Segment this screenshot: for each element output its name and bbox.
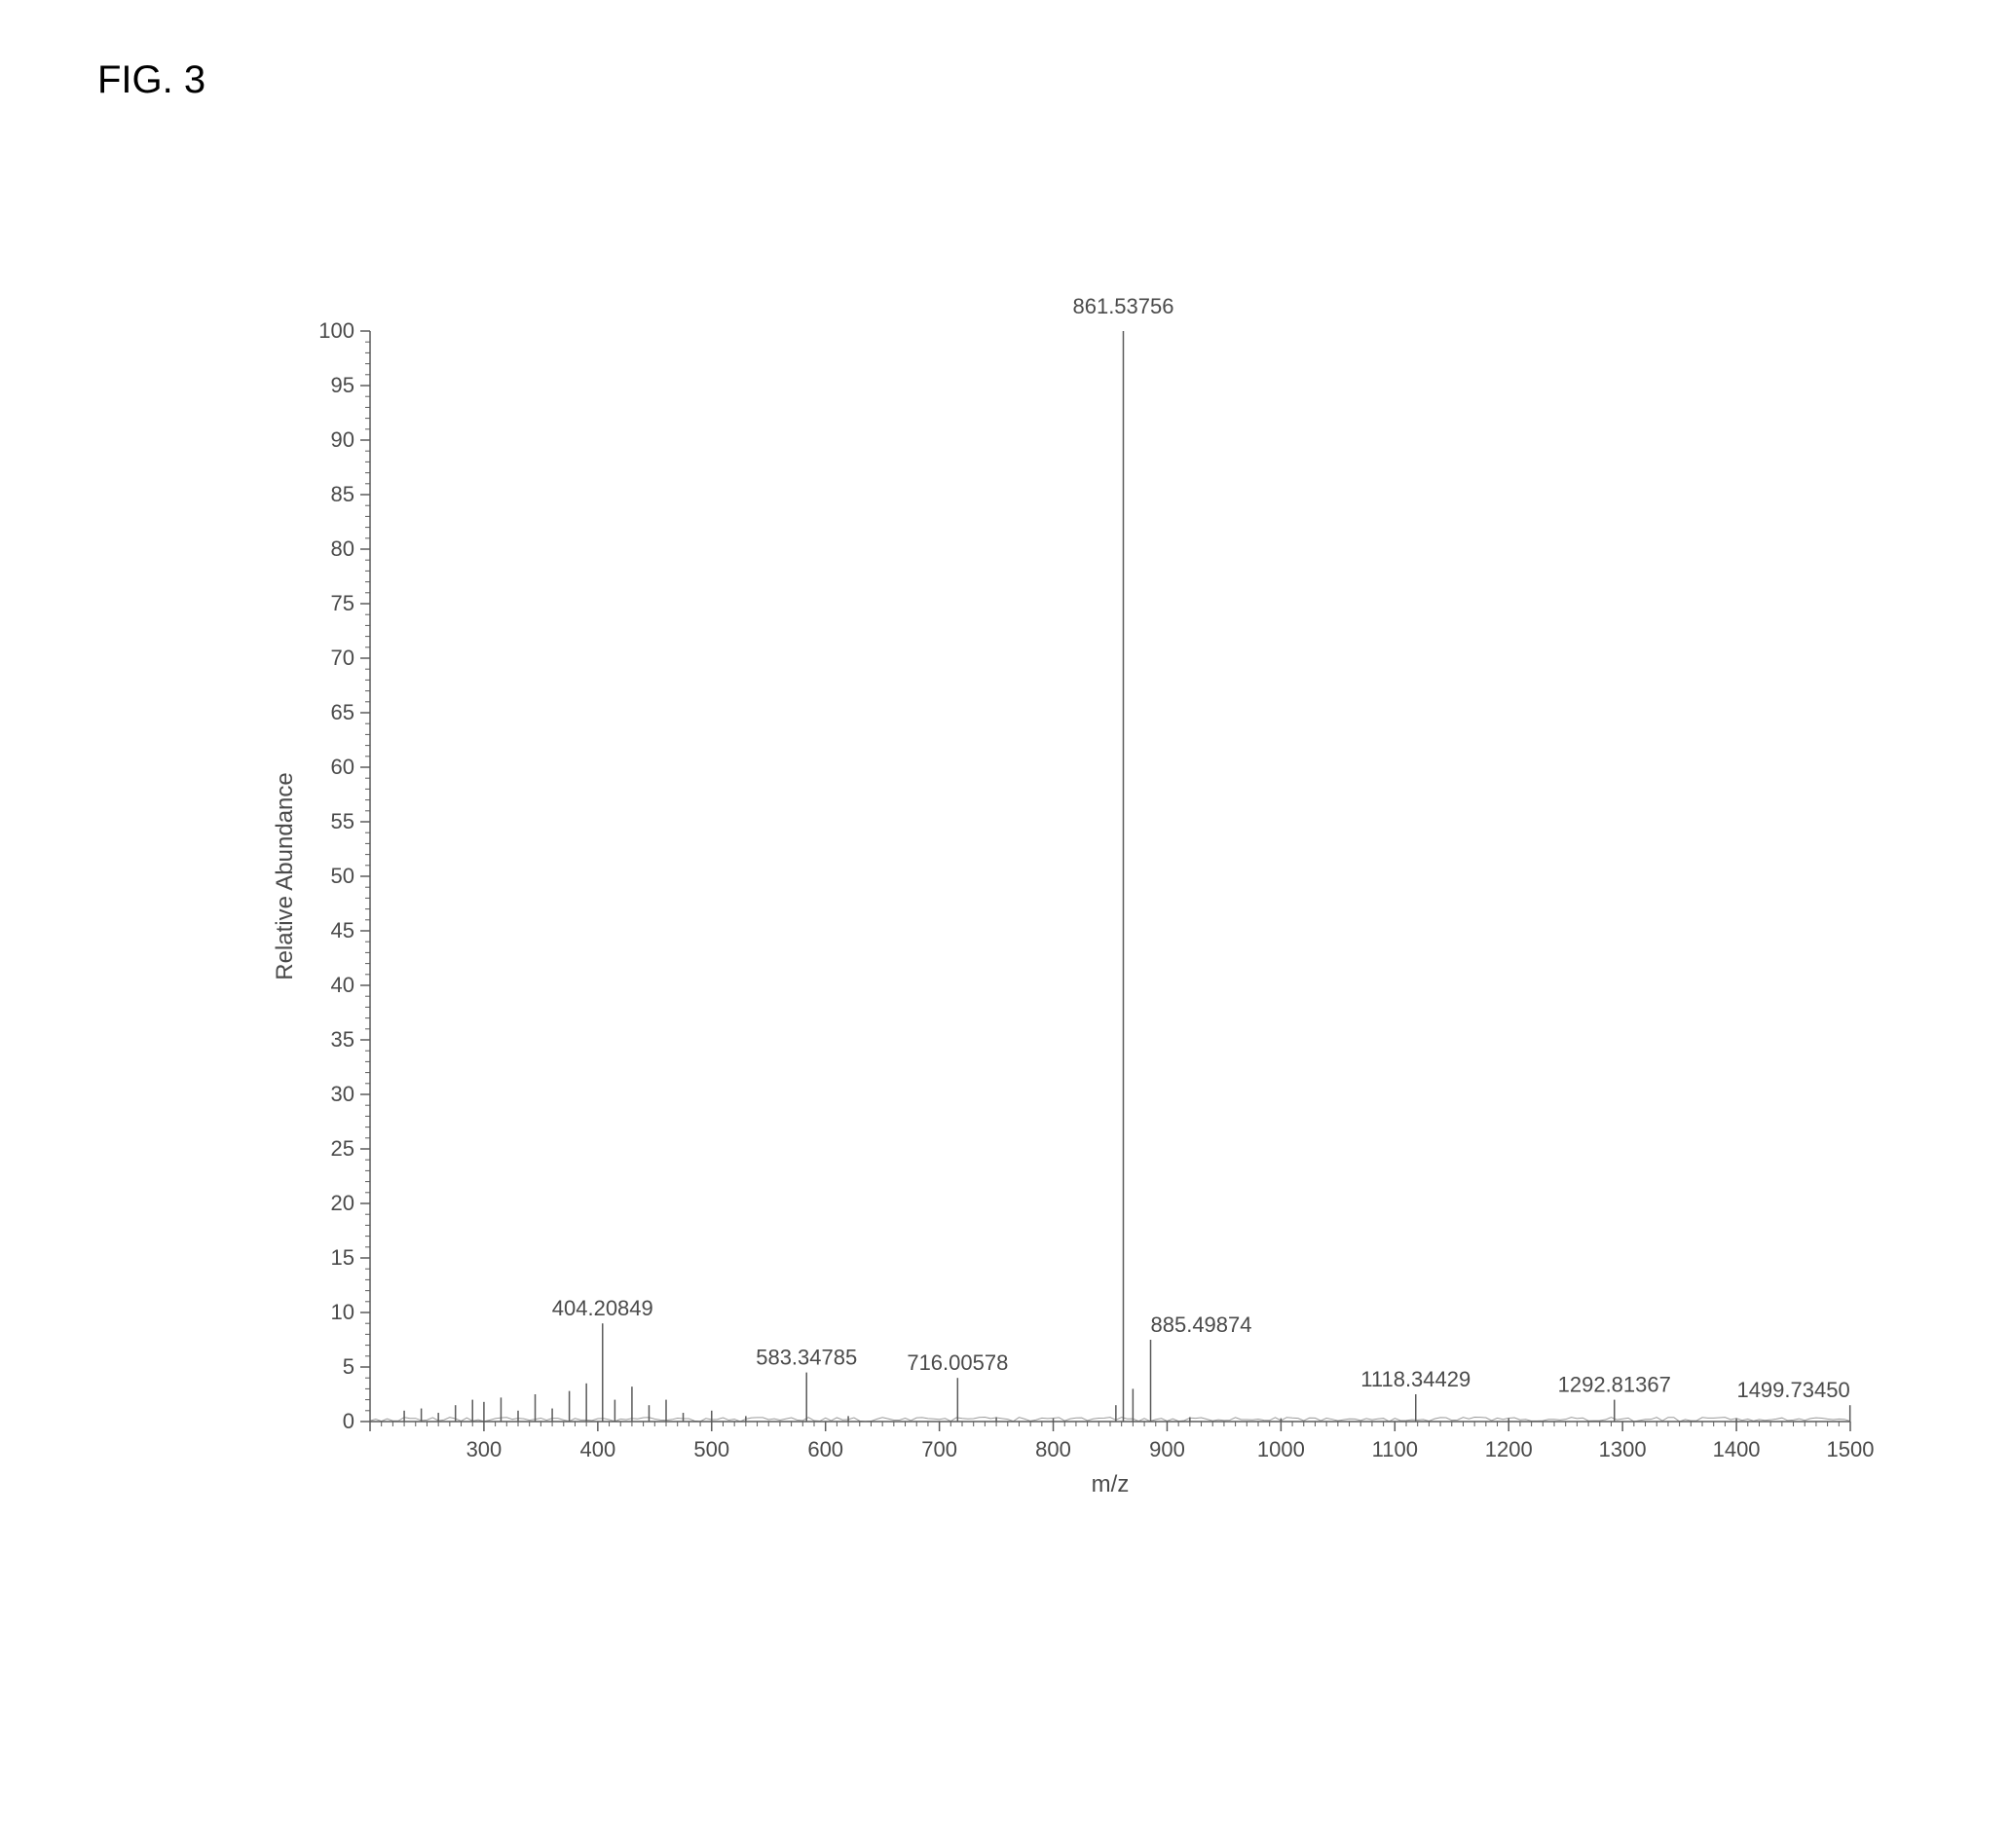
y-tick-label: 65 [331,700,354,724]
x-tick-label: 700 [921,1437,957,1461]
y-tick-label: 5 [343,1354,354,1379]
y-tick-label: 45 [331,918,354,942]
peak-label: 1292.81367 [1558,1373,1671,1397]
mass-spectrum-chart: 0 5 10 15 20 25 30 35 40 45 50 55 60 65 70 75 80 85 90 95 10… [253,273,1889,1538]
x-tick-label: 400 [579,1437,615,1461]
peak-label: 404.20849 [552,1296,653,1320]
x-tick-label: 1400 [1713,1437,1761,1461]
y-tick-label: 40 [331,973,354,997]
y-tick-label: 10 [331,1300,354,1324]
peak-label: 1499.73450 [1736,1378,1849,1402]
y-tick-label: 35 [331,1027,354,1052]
y-tick-label: 20 [331,1191,354,1215]
x-tick-label: 500 [693,1437,729,1461]
x-tick-label: 900 [1149,1437,1185,1461]
y-tick-label: 75 [331,591,354,615]
x-tick-label: 1100 [1372,1437,1418,1461]
y-tick-label: 85 [331,482,354,506]
x-tick-label: 300 [466,1437,502,1461]
peak-label: 1118.34429 [1360,1367,1470,1391]
y-axis-title: Relative Abundance [272,772,298,980]
y-tick-label: 100 [318,318,354,343]
y-tick-label: 55 [331,809,354,833]
peak-label: 861.53756 [1072,294,1173,318]
peak-label: 885.49874 [1151,1312,1252,1337]
x-tick-label: 1300 [1599,1437,1647,1461]
peak-label: 583.34785 [756,1346,857,1370]
x-axis-title: m/z [1092,1471,1130,1497]
y-tick-label: 25 [331,1136,354,1161]
y-tick-label: 50 [331,864,354,888]
y-tick-label: 15 [331,1245,354,1270]
y-tick-label: 80 [331,536,354,561]
x-tick-label: 600 [807,1437,843,1461]
y-tick-label: 70 [331,646,354,670]
peak-label: 716.00578 [907,1350,1008,1375]
y-tick-label: 95 [331,373,354,397]
x-tick-label: 1500 [1827,1437,1875,1461]
x-tick-label: 800 [1035,1437,1071,1461]
y-tick-label: 90 [331,427,354,452]
y-tick-label: 60 [331,755,354,779]
y-tick-label: 30 [331,1082,354,1106]
x-tick-label: 1200 [1485,1437,1533,1461]
figure-label: FIG. 3 [97,58,205,102]
x-tick-label: 1000 [1257,1437,1305,1461]
y-tick-label: 0 [343,1409,354,1433]
